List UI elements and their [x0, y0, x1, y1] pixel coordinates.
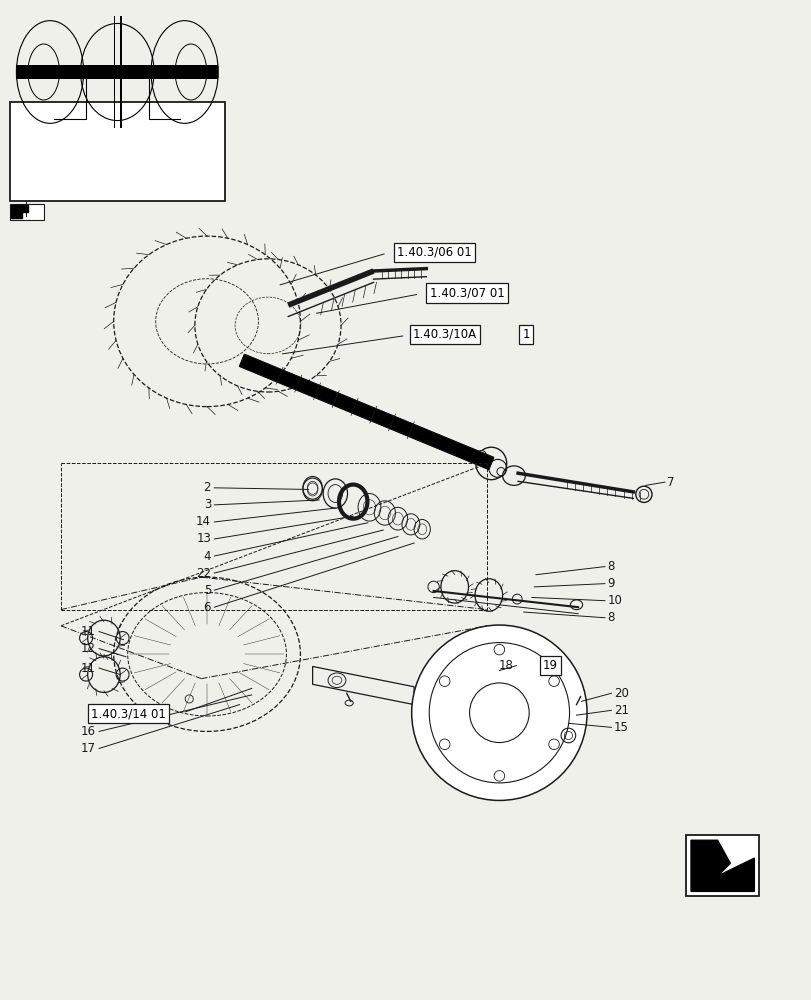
Ellipse shape: [496, 468, 504, 476]
Bar: [114, 16, 115, 128]
Text: 16: 16: [81, 725, 96, 738]
Bar: [120, 16, 122, 128]
Text: 22: 22: [196, 567, 211, 580]
Text: 1.40.3/06 01: 1.40.3/06 01: [397, 246, 471, 259]
Text: 13: 13: [196, 532, 211, 545]
Ellipse shape: [476, 450, 486, 460]
Text: 1.40.3/14 01: 1.40.3/14 01: [91, 707, 165, 720]
Text: 15: 15: [613, 721, 628, 734]
Text: 20: 20: [613, 687, 628, 700]
Text: 11: 11: [81, 625, 96, 638]
Polygon shape: [11, 205, 28, 218]
Text: 7: 7: [667, 476, 674, 489]
Text: 18: 18: [498, 659, 513, 672]
FancyBboxPatch shape: [10, 204, 44, 220]
Text: 17: 17: [81, 742, 96, 755]
Text: 2: 2: [204, 481, 211, 494]
Text: 21: 21: [613, 704, 628, 717]
Text: 12: 12: [81, 642, 96, 655]
Bar: [16, 65, 218, 79]
Text: 10: 10: [607, 594, 621, 607]
Text: 19: 19: [543, 659, 557, 672]
Text: 3: 3: [204, 498, 211, 511]
Polygon shape: [239, 354, 493, 469]
Text: 1.40.3/07 01: 1.40.3/07 01: [429, 286, 504, 299]
Polygon shape: [690, 840, 753, 891]
Text: 1: 1: [521, 328, 530, 341]
Text: 8: 8: [607, 611, 614, 624]
Text: 6: 6: [204, 601, 211, 614]
Text: 1.40.3/10A: 1.40.3/10A: [413, 328, 476, 341]
FancyBboxPatch shape: [10, 102, 225, 201]
Text: 4: 4: [204, 550, 211, 563]
Text: 9: 9: [607, 577, 614, 590]
Ellipse shape: [411, 625, 586, 800]
Text: 5: 5: [204, 584, 211, 597]
Text: 14: 14: [196, 515, 211, 528]
FancyBboxPatch shape: [685, 835, 758, 896]
Text: 8: 8: [607, 560, 614, 573]
Text: 11: 11: [81, 662, 96, 675]
